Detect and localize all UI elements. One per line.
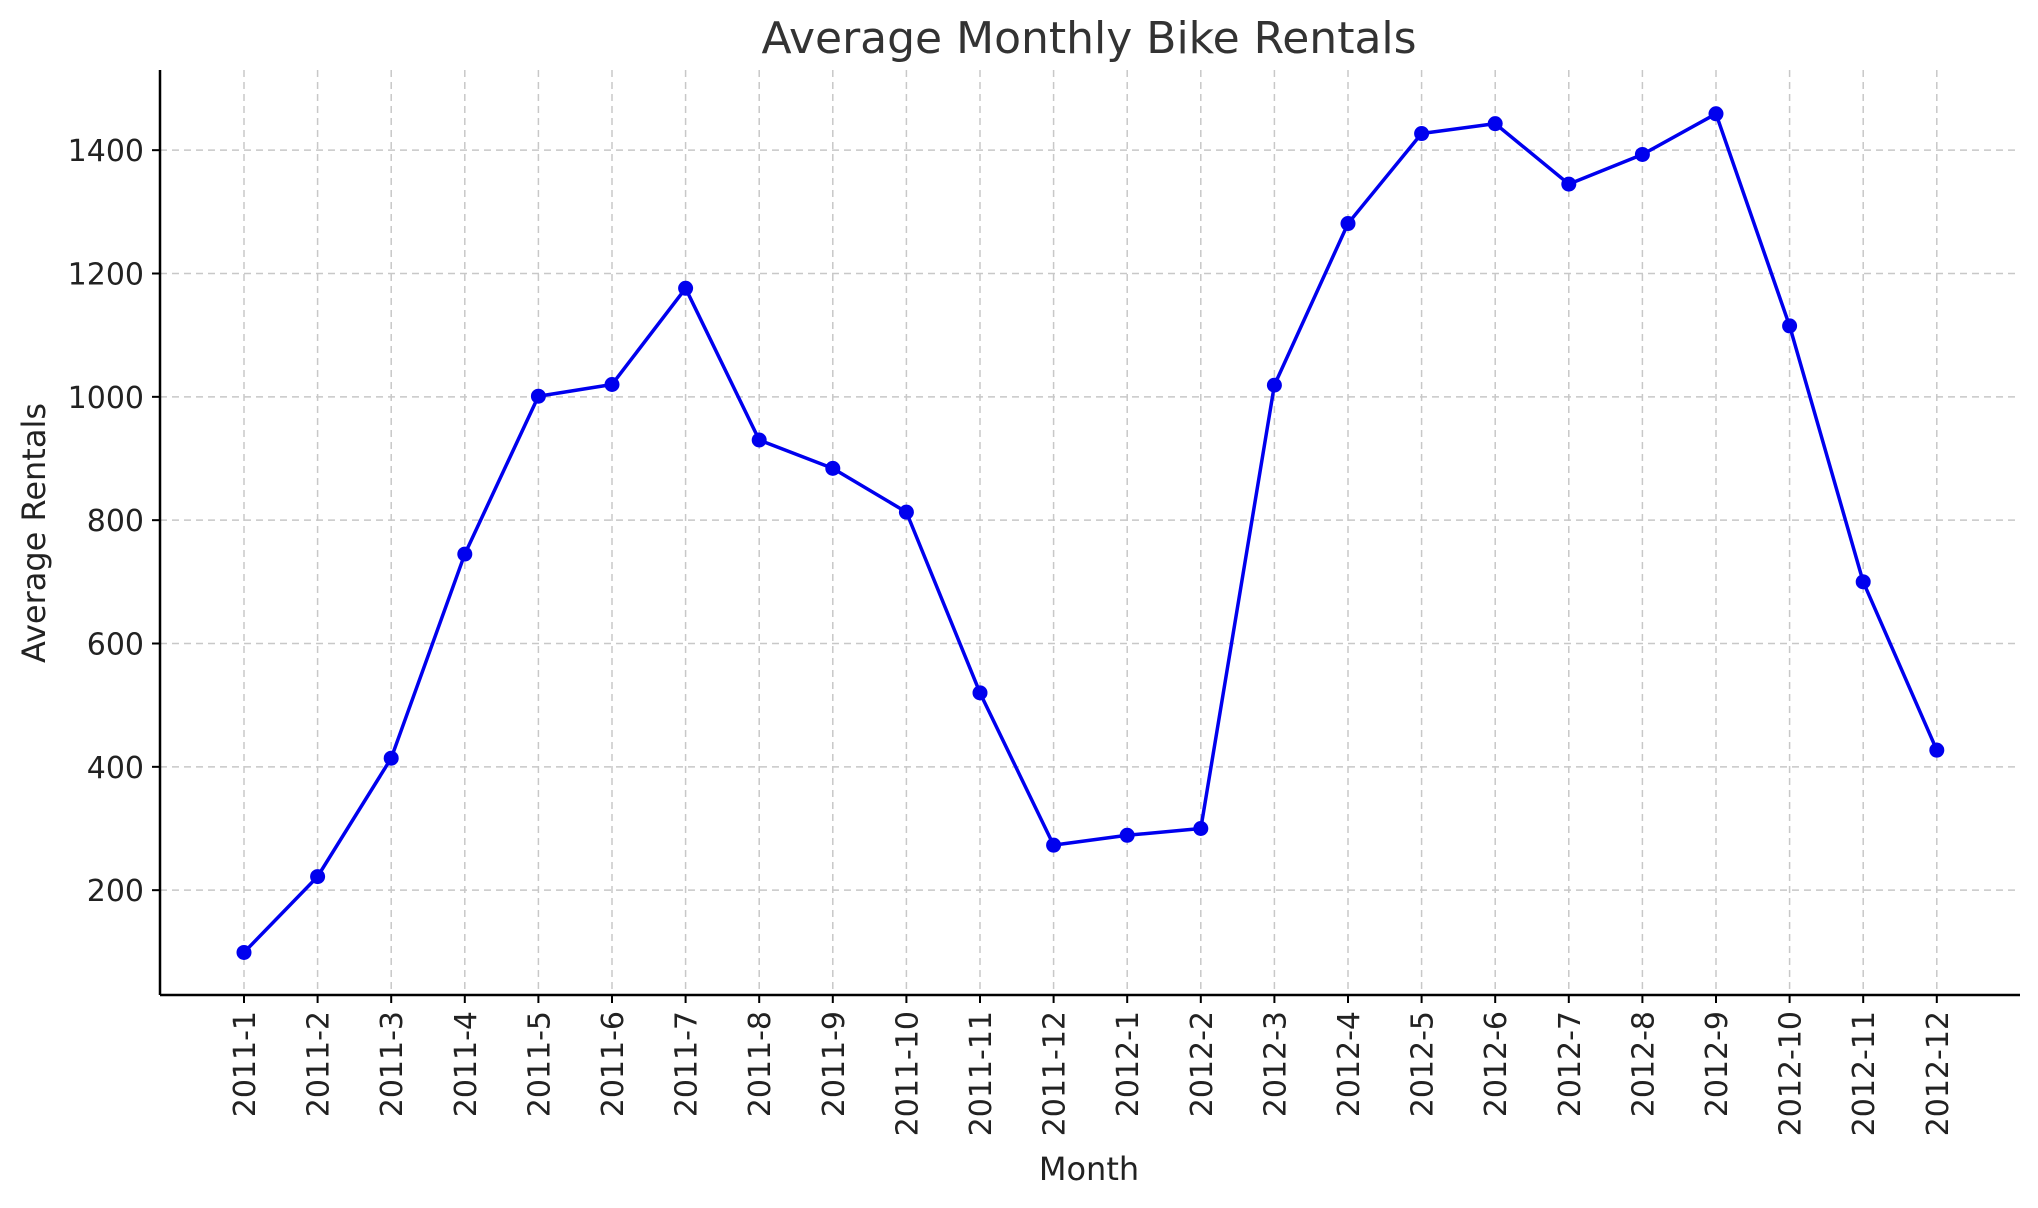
x-tick-label: 2011-2 [302,1011,337,1117]
data-series [236,106,1945,960]
ticks: 2011-1 2011-2 2011-3 2011-4 2011-5 2011-6 2011… [68,134,1956,1136]
y-tick-label: 200 [87,874,144,909]
x-tick-label: 2011-10 [890,1011,925,1136]
data-point [310,869,326,885]
x-tick-label: 2012-6 [1479,1011,1514,1117]
data-point [530,388,546,404]
x-tick-label: 2012-1 [1111,1011,1146,1117]
data-point [1634,146,1650,162]
y-tick-label: 1400 [68,134,144,169]
data-point [1782,318,1798,334]
x-tick-label: 2011-8 [743,1011,778,1117]
data-point [972,685,988,701]
data-point [1046,837,1062,853]
x-tick-label: 2011-9 [817,1011,852,1117]
x-tick-label: 2011-12 [1038,1011,1073,1136]
x-tick-label: 2012-7 [1553,1011,1588,1117]
y-tick-label: 600 [87,628,144,663]
x-tick-label: 2011-5 [522,1011,557,1117]
series-line [242,112,1939,954]
chart-title: Average Monthly Bike Rentals [761,13,1416,64]
x-tick-label: 2012-10 [1774,1011,1809,1136]
data-point [457,546,473,562]
x-tick-label: 2011-11 [964,1011,999,1136]
data-point [1119,827,1135,843]
x-tick-label: 2011-4 [449,1011,484,1117]
data-point [236,944,252,960]
x-tick-label: 2012-2 [1185,1011,1220,1117]
data-point [604,377,620,392]
y-tick-label: 800 [87,504,144,539]
data-point [1266,377,1282,393]
y-tick-label: 1000 [68,381,144,416]
data-point [825,460,841,476]
x-tick-label: 2011-6 [596,1011,631,1117]
data-point [383,750,399,766]
x-tick-label: 2012-12 [1921,1011,1956,1136]
x-tick-label: 2012-11 [1847,1011,1882,1136]
grid [160,70,2020,995]
x-tick-label: 2012-4 [1332,1011,1367,1117]
data-point [1414,126,1430,142]
data-point [1561,176,1577,192]
axes [158,70,2020,997]
y-tick-label: 400 [87,751,144,786]
x-axis-label: Month [1039,1150,1139,1188]
data-point [678,280,694,296]
x-tick-label: 2011-3 [375,1011,410,1117]
data-point [1193,821,1209,836]
data-point [1708,106,1724,122]
y-axis-label: Average Rentals [15,403,53,663]
x-tick-label: 2011-7 [670,1011,705,1117]
data-point [1929,742,1945,758]
x-tick-label: 2012-9 [1700,1011,1735,1117]
x-tick-label: 2011-1 [228,1011,263,1117]
data-point [751,432,767,448]
data-point [1855,574,1871,590]
data-point [1487,116,1503,132]
x-tick-label: 2012-8 [1626,1011,1661,1117]
data-point [1340,216,1356,232]
x-tick-label: 2012-3 [1258,1011,1293,1117]
x-tick-label: 2012-5 [1406,1011,1441,1117]
y-tick-label: 1200 [68,258,144,293]
data-point [898,504,914,520]
